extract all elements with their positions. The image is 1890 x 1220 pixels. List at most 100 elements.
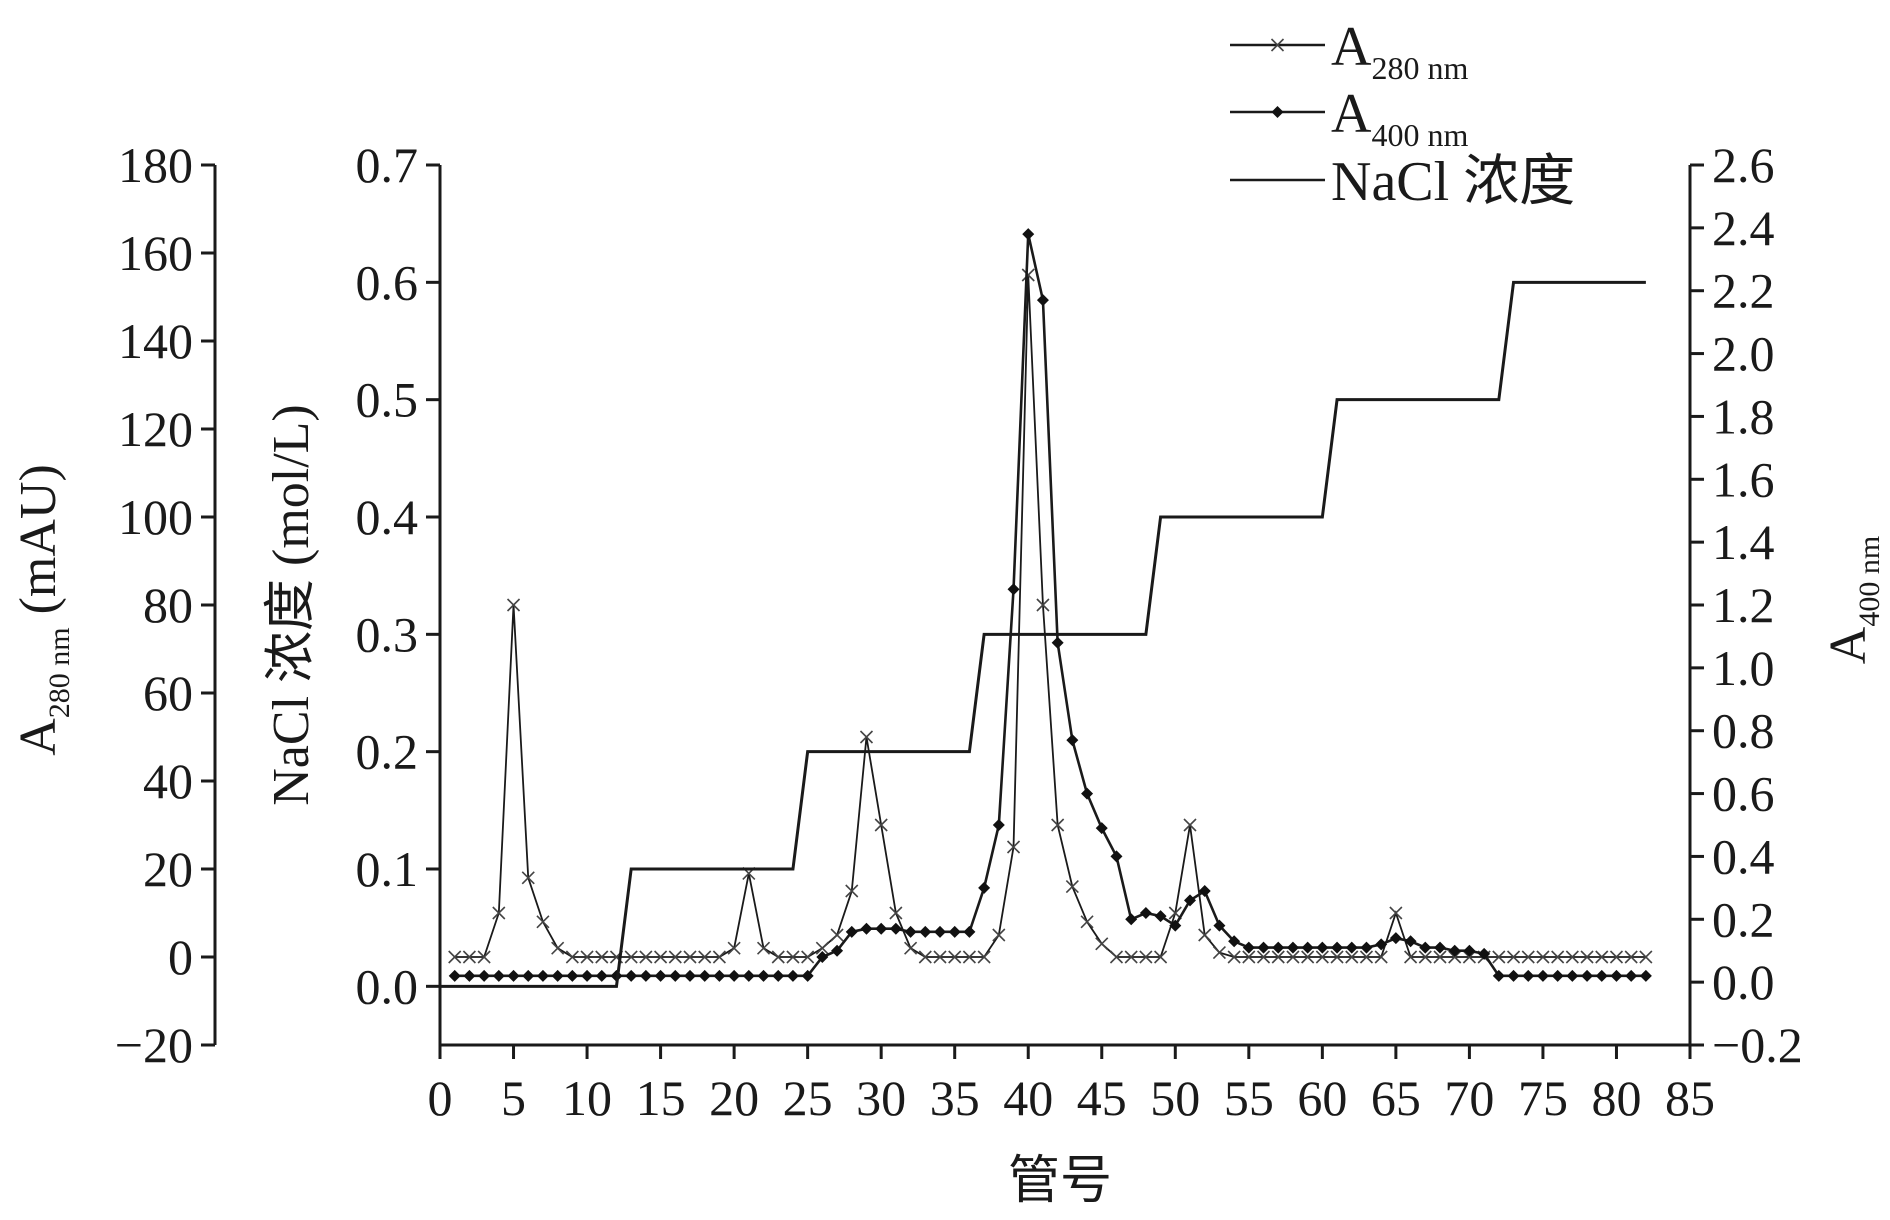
a400-point	[551, 969, 564, 982]
a280-point	[1242, 950, 1256, 964]
a280-point	[801, 950, 815, 964]
a280-axis-title-unit: (mAU)	[10, 464, 67, 627]
a280-point	[1021, 268, 1035, 282]
x-marker-stroke	[1551, 950, 1565, 964]
x-marker-stroke	[786, 950, 800, 964]
a280-point	[639, 950, 653, 964]
x-marker-stroke	[1183, 818, 1197, 832]
a400-point	[845, 925, 858, 938]
x-marker-stroke	[492, 906, 506, 920]
x-marker-stroke	[1286, 950, 1300, 964]
a280-tick-label: 120	[118, 401, 193, 457]
a400-point	[948, 925, 961, 938]
a400-point	[875, 922, 888, 935]
x-marker-stroke	[1580, 950, 1594, 964]
a400-point	[1316, 941, 1329, 954]
x-marker-stroke	[1154, 950, 1168, 964]
a400-point	[1581, 969, 1594, 982]
a400-point	[889, 922, 902, 935]
nacl-step-line	[440, 280, 1646, 988]
a400-axis-title: A400 nm	[1820, 536, 1886, 664]
a400-point	[1345, 941, 1358, 954]
x-marker-stroke	[1492, 950, 1506, 964]
a400-point	[1419, 941, 1432, 954]
a400-tick-label: 2.2	[1712, 263, 1775, 319]
a400-point	[860, 922, 873, 935]
x-tick-label: 30	[856, 1070, 906, 1126]
x-marker-stroke	[1506, 950, 1521, 964]
a400-point	[1625, 969, 1638, 982]
a400-point	[1463, 944, 1476, 957]
a280-point	[845, 884, 859, 898]
a400-point	[772, 969, 785, 982]
x-marker-stroke	[1036, 598, 1050, 612]
x-marker-stroke	[477, 950, 491, 964]
x-axis-title: 管号	[1008, 1153, 1112, 1210]
a280-point	[1286, 950, 1300, 964]
a400-point	[786, 969, 799, 982]
a400-point	[919, 925, 932, 938]
x-marker-stroke	[1359, 950, 1374, 964]
nacl-tick-label: 0.1	[356, 841, 419, 897]
x-marker-stroke	[1595, 950, 1609, 964]
a400-point	[536, 969, 549, 982]
a280-point	[830, 928, 844, 942]
x-marker-stroke	[1433, 950, 1447, 964]
x-marker-stroke	[904, 941, 918, 955]
a280-point	[624, 950, 638, 964]
x-marker-stroke	[506, 598, 521, 612]
a280-point	[1330, 950, 1344, 964]
x-marker-stroke	[565, 950, 579, 964]
a400-point	[1360, 941, 1373, 954]
nacl-tick-label: 0.3	[356, 606, 419, 662]
x-tick-label: 50	[1150, 1070, 1200, 1126]
a280-point	[1065, 880, 1079, 894]
a280-tick-label: 80	[143, 577, 193, 633]
x-marker-stroke	[595, 950, 609, 964]
x-marker-stroke	[1270, 38, 1285, 52]
x-tick-label: 55	[1224, 1070, 1274, 1126]
x-marker-stroke	[1256, 950, 1271, 964]
a280-point	[727, 941, 741, 955]
x-tick-label: 15	[636, 1070, 686, 1126]
a400-point	[1198, 885, 1211, 897]
x-tick-label: 65	[1371, 1070, 1421, 1126]
a280-point	[1256, 950, 1271, 964]
legend-label-sub: 400 nm	[1371, 117, 1468, 153]
nacl-tick-label: 0.7	[356, 137, 419, 193]
a400-tick-label: 0.8	[1712, 703, 1775, 759]
a280-point	[1595, 950, 1609, 964]
a280-point	[859, 730, 874, 744]
a400-point	[1492, 969, 1505, 982]
a280-tick-label: −20	[115, 1017, 193, 1073]
a400-point	[1169, 919, 1182, 932]
x-marker-stroke	[1124, 950, 1138, 964]
x-marker-stroke	[698, 950, 712, 964]
a400-point	[1507, 969, 1520, 982]
a400-point	[1286, 941, 1299, 954]
a400-point	[816, 951, 829, 963]
x-marker-stroke	[1095, 937, 1109, 951]
a280-point	[1404, 950, 1418, 964]
a280-point	[1301, 950, 1315, 964]
a280-point	[1448, 950, 1462, 964]
x-marker-stroke	[1006, 840, 1021, 854]
a400-point	[1007, 583, 1020, 596]
a280-point	[1109, 950, 1124, 964]
a280-axis-title: A280 nm (mAU)	[10, 464, 76, 756]
a400-point	[757, 969, 770, 982]
a400-point	[992, 819, 1005, 831]
x-marker-stroke	[830, 928, 844, 942]
a280-point	[1551, 950, 1565, 964]
x-marker-stroke	[977, 950, 991, 964]
a400-tick-label: 0.4	[1712, 828, 1775, 884]
legend-x-marker	[1270, 38, 1285, 52]
a280-point	[1095, 937, 1109, 951]
a280-point	[756, 941, 771, 955]
nacl-tick-label: 0.4	[356, 489, 419, 545]
a280-point	[1154, 950, 1168, 964]
x-marker-stroke	[580, 950, 594, 964]
a280-point	[1183, 818, 1197, 832]
x-marker-stroke	[1021, 268, 1035, 282]
x-tick-label: 85	[1665, 1070, 1715, 1126]
